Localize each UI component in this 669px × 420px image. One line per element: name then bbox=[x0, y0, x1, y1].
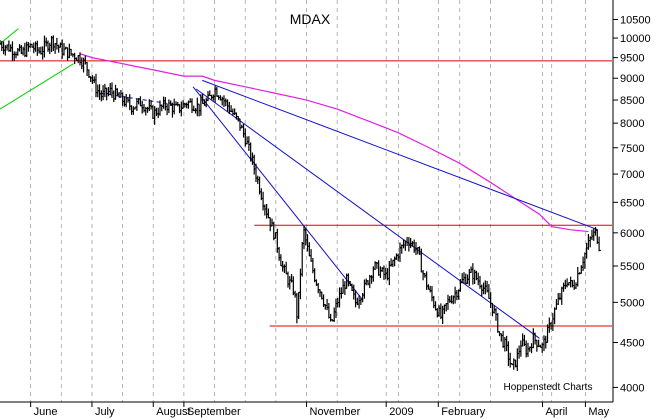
x-tick-label: April bbox=[546, 406, 568, 418]
y-tick-label: 10500 bbox=[620, 14, 651, 26]
y-tick-label: 9500 bbox=[620, 53, 644, 65]
vertical-grid bbox=[30, 0, 586, 402]
x-tick-label: November bbox=[310, 406, 361, 418]
horizontal-levels bbox=[0, 60, 612, 327]
y-tick-label: 8500 bbox=[620, 95, 644, 107]
x-tick-label: 2009 bbox=[389, 406, 413, 418]
y-tick-label: 10000 bbox=[620, 33, 651, 45]
trendline bbox=[195, 88, 540, 339]
y-tick-label: 4000 bbox=[620, 382, 644, 394]
dashed-segment bbox=[101, 92, 175, 106]
trendline bbox=[202, 79, 598, 231]
moving-average-line bbox=[79, 53, 589, 233]
x-tick-label: February bbox=[441, 406, 486, 418]
y-tick-label: 7500 bbox=[620, 143, 644, 155]
early-trendline bbox=[0, 63, 74, 110]
y-tick-label: 6500 bbox=[620, 197, 644, 209]
y-tick-label: 9000 bbox=[620, 73, 644, 85]
y-tick-label: 6000 bbox=[620, 228, 644, 240]
x-tick-label: August bbox=[156, 406, 190, 418]
trendline bbox=[192, 86, 363, 299]
x-tick-label: June bbox=[34, 406, 58, 418]
y-tick-label: 7000 bbox=[620, 169, 644, 181]
y-axis-ticks: 4000 4500 5000 5500 6000 6500 7000 7500 8000 8500… bbox=[613, 14, 651, 394]
x-tick-label: September bbox=[187, 406, 241, 418]
y-tick-label: 5500 bbox=[620, 261, 644, 273]
y-tick-label: 5000 bbox=[620, 297, 644, 309]
price-bars bbox=[0, 35, 602, 371]
trendlines bbox=[0, 28, 598, 339]
y-tick-label: 8000 bbox=[620, 118, 644, 130]
chart-title: MDAX bbox=[290, 11, 331, 27]
x-tick-label: May bbox=[588, 406, 609, 418]
x-tick-label: July bbox=[95, 406, 115, 418]
moving-average bbox=[79, 53, 589, 233]
y-tick-label: 4500 bbox=[620, 338, 644, 350]
chart-credit: Hoppenstedt Charts bbox=[504, 382, 593, 393]
early-trendline-upper bbox=[0, 28, 19, 45]
